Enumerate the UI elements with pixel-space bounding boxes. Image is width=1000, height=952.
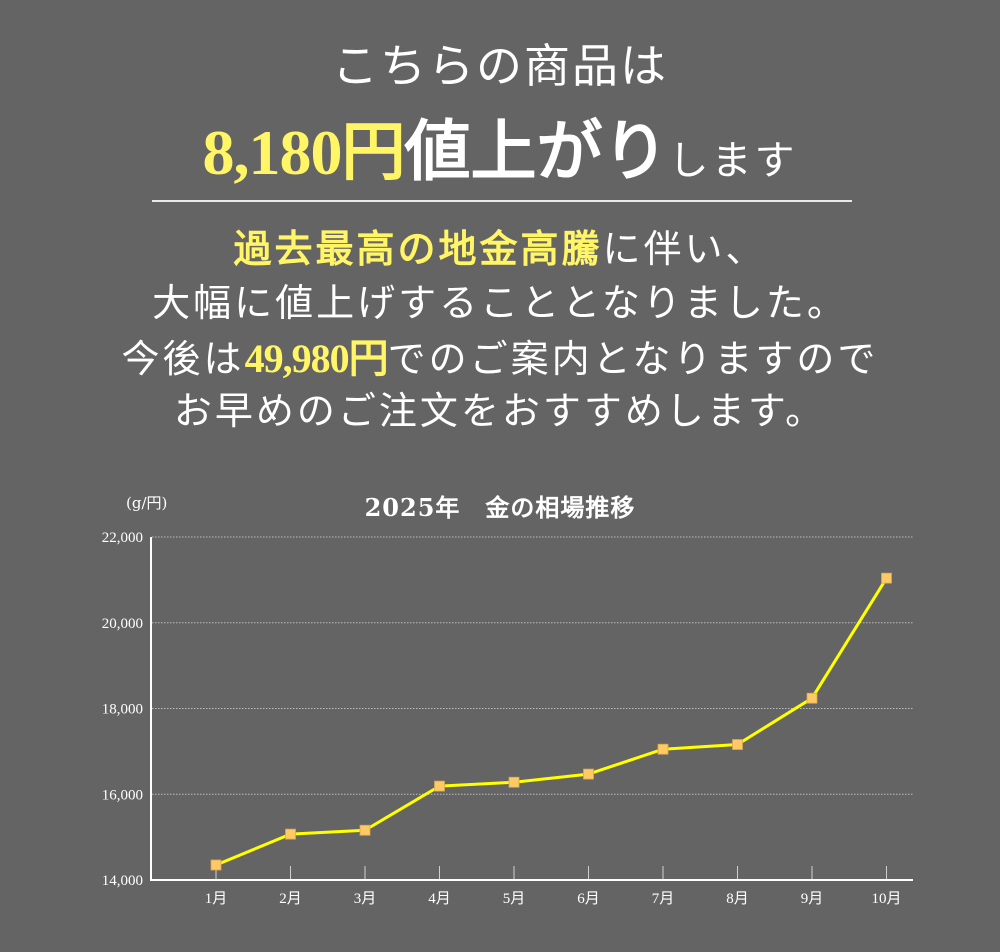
y-tick-label: 16,000 [102, 787, 143, 803]
x-tick-label: 8月 [726, 891, 749, 907]
chart: (g/円) 2025年 金の相場推移 14,000 16,000 18,000 20,… [0, 480, 1000, 952]
message-text: 今後は [121, 337, 245, 381]
data-point-marker [210, 859, 222, 871]
x-tick-label: 10月 [871, 891, 901, 907]
x-tick-label: 4月 [428, 891, 451, 907]
chart-unit-label: (g/円) [126, 494, 168, 512]
x-axis-ticks: 1月 2月 3月 4月 5月 6月 7月 8月 9月 10月 [205, 866, 902, 907]
message-line-3: 今後は49,980円でのご案内となりますので [0, 326, 1000, 384]
rise-tail: します [668, 138, 798, 184]
data-point-marker [285, 828, 296, 840]
data-point-marker [657, 743, 669, 755]
data-point-marker [508, 776, 520, 788]
y-tick-label: 14,000 [102, 873, 143, 889]
y-axis-ticks: 14,000 16,000 18,000 20,000 22,000 [102, 530, 143, 889]
price-increase-amount: 8,180円 [202, 117, 406, 188]
x-tick-label: 7月 [652, 891, 675, 907]
rise-text: 値上がり [404, 112, 669, 190]
y-tick-label: 18,000 [102, 702, 143, 718]
x-tick-label: 5月 [503, 891, 526, 907]
x-tick-label: 9月 [801, 891, 824, 907]
divider [152, 200, 852, 202]
x-tick-label: 2月 [279, 891, 302, 907]
data-point-marker [359, 824, 371, 836]
y-tick-label: 22,000 [102, 530, 143, 546]
data-point-marker [732, 739, 743, 750]
message-text: に伴い、 [602, 227, 767, 271]
message-line-1: 過去最高の地金高騰に伴い、 [0, 218, 1000, 273]
chart-title: 2025年 金の相場推移 [364, 493, 636, 522]
message-line-2: 大幅に値上げすることとなりました。 [152, 281, 848, 325]
series-line [215, 577, 888, 867]
data-point-marker [434, 780, 445, 792]
message-text: でのご案内となりますので [387, 337, 879, 381]
y-tick-label: 20,000 [102, 616, 143, 632]
line-plot: 14,000 16,000 18,000 20,000 22,000 1月 2月 3月 4月 5… [102, 530, 913, 907]
x-tick-label: 3月 [354, 891, 377, 907]
message-line-4: お早めのご注文をおすすめします。 [173, 389, 827, 433]
data-markers [210, 572, 892, 871]
data-point-marker [806, 692, 818, 704]
message-highlight: 過去最高の地金高騰 [233, 226, 603, 271]
headline-price-rise: 8,180円値上がりします [0, 98, 1000, 194]
data-point-marker [881, 572, 892, 584]
data-point-marker [583, 768, 594, 780]
x-tick-label: 1月 [205, 891, 228, 907]
x-tick-label: 6月 [577, 891, 600, 907]
grid-lines [152, 536, 913, 795]
new-price: 49,980円 [244, 336, 389, 381]
headline-line1: こちらの商品は [332, 39, 668, 93]
